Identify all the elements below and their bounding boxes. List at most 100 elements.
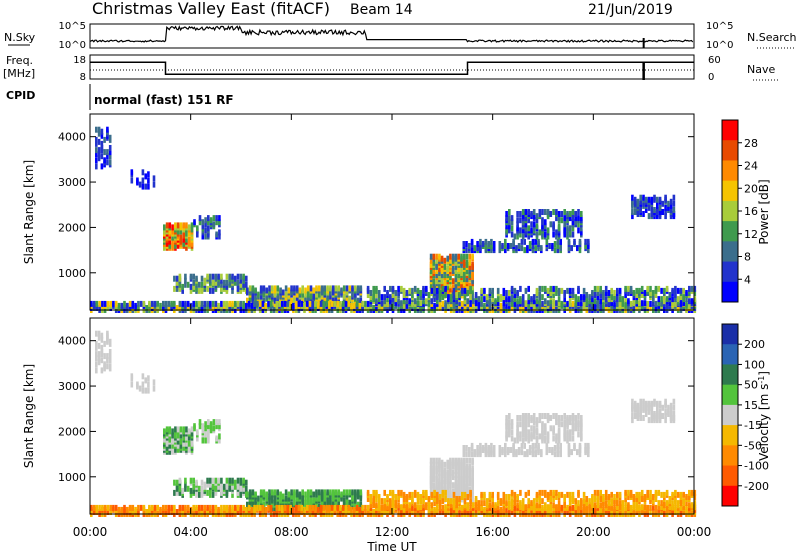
power-cell — [359, 285, 363, 292]
power-cell — [638, 300, 641, 307]
velocity-cell — [187, 440, 191, 447]
velocity-cell — [668, 504, 672, 511]
velocity-cell — [465, 472, 469, 478]
power-cell — [145, 305, 148, 311]
velocity-cell — [544, 427, 547, 434]
power-cell — [649, 290, 652, 296]
power-cell — [454, 263, 458, 270]
velocity-cell — [246, 491, 249, 498]
power-cell — [471, 292, 474, 299]
velocity-cell — [463, 484, 466, 491]
power-cell — [527, 285, 530, 292]
velocity-cell — [300, 504, 303, 511]
velocity-xticks — [89, 318, 695, 514]
power-cell — [185, 236, 188, 243]
power-cell — [383, 298, 386, 305]
power-cell — [440, 265, 444, 272]
power-cell — [577, 209, 580, 215]
velocity-cell — [642, 398, 645, 405]
power-cell — [254, 293, 257, 300]
velocity-cell — [690, 489, 694, 496]
velocity-cell — [225, 477, 229, 484]
power-cell — [138, 181, 142, 188]
power-cell — [602, 290, 605, 296]
velocity-cell — [538, 489, 542, 496]
velocity-cell — [419, 498, 422, 505]
power-cell — [508, 219, 511, 226]
power-cell — [377, 290, 381, 296]
velocity-cell — [510, 423, 514, 430]
velocity-cell — [624, 500, 627, 507]
velocity-cell — [369, 494, 373, 500]
power-cell — [251, 285, 255, 292]
power-cell — [458, 300, 461, 307]
velocity-cell — [432, 457, 436, 464]
power-cell — [214, 273, 218, 280]
velocity-cell — [446, 469, 449, 476]
power-cell — [98, 305, 101, 311]
velocity-cell — [521, 502, 525, 509]
power-cell — [455, 292, 458, 298]
power-cell — [585, 300, 589, 307]
power-cell — [306, 295, 310, 302]
velocity-cell — [293, 499, 296, 506]
power-cell — [364, 300, 367, 307]
power-cell — [631, 198, 634, 205]
velocity-cell — [92, 504, 96, 511]
velocity-cell — [469, 489, 472, 496]
velocity-cell — [167, 509, 171, 515]
power-cell — [204, 227, 207, 234]
power-ylabel: Slant Range [km] — [22, 160, 36, 264]
velocity-cell — [616, 491, 619, 498]
power-cell — [100, 163, 104, 170]
power-cell — [322, 300, 326, 307]
ytick-label: 1000 — [58, 267, 86, 280]
power-cell — [618, 296, 622, 303]
power-cell — [225, 279, 229, 286]
velocity-cell — [432, 472, 436, 478]
power-cell — [131, 300, 135, 307]
velocity-cell — [607, 494, 611, 500]
velocity-cell — [563, 419, 566, 426]
velocity-cell — [130, 381, 134, 388]
power-cell — [333, 300, 337, 307]
velocity-cell — [657, 489, 661, 496]
power-cell — [184, 273, 187, 280]
velocity-cell — [348, 499, 352, 506]
power-cell — [505, 296, 508, 303]
xaxis-label: Time UT — [366, 540, 417, 554]
velocity-cell — [279, 491, 282, 498]
power-cell — [672, 211, 676, 217]
power-cell — [98, 300, 101, 307]
power-cell — [506, 243, 510, 249]
velocity-cell — [372, 498, 375, 505]
velocity-cell — [258, 504, 262, 511]
velocity-cell — [560, 415, 564, 421]
power-cell — [573, 238, 576, 245]
power-cell — [413, 298, 417, 305]
power-cell — [117, 302, 121, 309]
velocity-cell — [144, 387, 147, 394]
power-cell — [331, 295, 335, 302]
power-cell — [178, 273, 182, 280]
power-cell — [566, 231, 569, 238]
velocity-cell — [438, 478, 441, 485]
velocity-cell — [103, 504, 107, 511]
power-cell — [187, 224, 191, 231]
xtick-label: 20:00 — [576, 525, 611, 539]
velocity-cell — [165, 426, 169, 433]
velocity-cell — [627, 502, 630, 509]
power-cell — [588, 294, 591, 301]
power-cell — [484, 243, 488, 249]
velocity-cell — [633, 400, 637, 407]
velocity-cell — [580, 498, 583, 505]
power-cell — [571, 300, 575, 307]
velocity-cell — [557, 427, 561, 434]
power-cell — [198, 281, 201, 288]
velocity-cell — [322, 504, 326, 511]
power-cell — [193, 219, 196, 226]
velocity-cell — [656, 400, 659, 407]
power-cell — [639, 204, 642, 211]
velocity-cell — [438, 457, 441, 464]
power-cell — [596, 294, 600, 301]
